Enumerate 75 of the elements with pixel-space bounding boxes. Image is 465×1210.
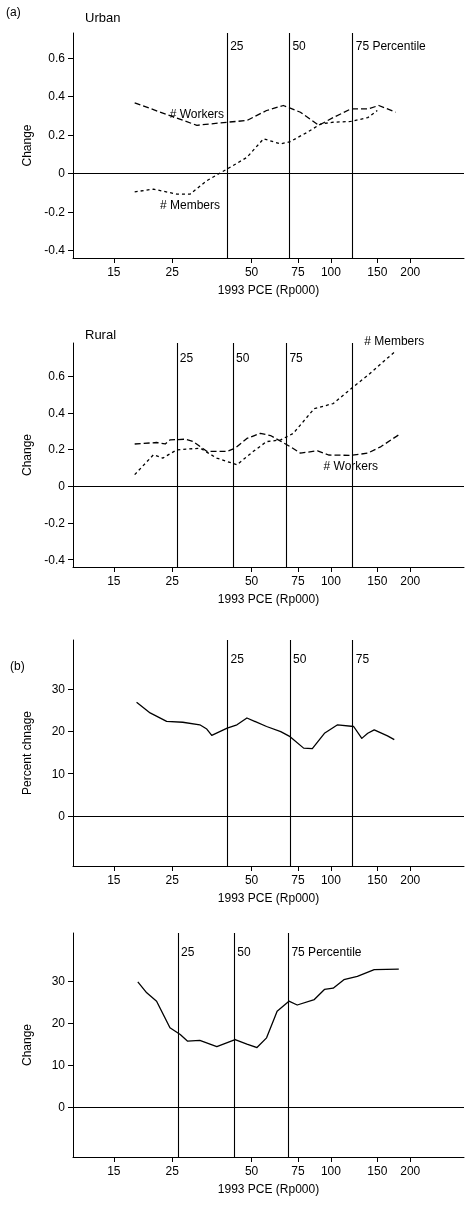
x-tick-label: 50 — [244, 265, 259, 279]
annotation: 25 — [179, 350, 194, 365]
y-tick-label: 0.6 — [48, 51, 66, 65]
y-tick-label: -0.2 — [44, 515, 66, 530]
series-label: # Workers — [169, 107, 225, 122]
x-tick-label: 200 — [400, 574, 421, 588]
y-tick-label: 0 — [58, 166, 66, 181]
y-tick-label: 0.2 — [48, 442, 66, 457]
annotation: 25 — [230, 39, 244, 54]
series-label: # Members — [160, 198, 221, 213]
x-tick-label: 75 — [291, 873, 305, 887]
annotation: 50 — [293, 652, 307, 667]
y-axis-title: Change — [20, 1023, 34, 1067]
y-tick-label: 30 — [51, 681, 66, 696]
x-tick-label: 100 — [320, 873, 342, 887]
y-tick-label: -0.2 — [44, 204, 66, 219]
x-tick-label: 50 — [244, 574, 259, 588]
y-tick-label: 10 — [51, 766, 66, 781]
y-axis-title: Percent chnage — [20, 710, 34, 796]
x-tick-label: 50 — [244, 873, 259, 887]
text: (b) — [10, 659, 25, 673]
x-tick-label: 200 — [400, 265, 421, 279]
y-tick-label: 0 — [58, 808, 66, 823]
x-tick-label: 150 — [367, 873, 388, 887]
annotation: 50 — [237, 944, 251, 959]
x-tick-label: 50 — [244, 1164, 259, 1178]
series-label: # Members — [364, 334, 425, 349]
x-tick-label: 15 — [107, 1164, 121, 1178]
x-tick-label: 15 — [107, 574, 121, 588]
annotation: 50 — [235, 350, 250, 365]
x-tick-label: 150 — [367, 574, 388, 588]
text: (a) — [6, 5, 21, 19]
y-tick-label: 10 — [51, 1058, 66, 1073]
chart-title: Rural — [85, 327, 117, 342]
y-tick-label: 0 — [58, 479, 66, 494]
x-tick-label: 25 — [165, 1164, 180, 1178]
annotation: 25 — [181, 944, 195, 959]
annotation: 25 — [230, 652, 245, 667]
y-tick-label: 0.4 — [48, 405, 66, 420]
x-tick-label: 200 — [400, 873, 421, 887]
x-tick-label: 25 — [165, 265, 180, 279]
annotation: 75 Percentile — [291, 944, 362, 959]
x-tick-label: 75 — [291, 574, 305, 588]
chart-title: Urban — [85, 10, 121, 25]
x-tick-label: 75 — [291, 265, 305, 279]
x-axis-title: 1993 PCE (Rp000) — [217, 1182, 320, 1196]
x-tick-label: 25 — [165, 873, 180, 887]
x-tick-label: 100 — [320, 1164, 342, 1178]
y-tick-label: 20 — [51, 724, 66, 739]
x-tick-label: 200 — [400, 1164, 421, 1178]
x-tick-label: 15 — [107, 873, 121, 887]
x-tick-label: 150 — [367, 1164, 388, 1178]
y-tick-label: 0.6 — [48, 369, 66, 384]
x-tick-label: 100 — [320, 574, 342, 588]
annotation: 75 Percentile — [355, 39, 427, 54]
y-tick-label: 0.4 — [48, 89, 66, 104]
x-tick-label: 75 — [291, 1164, 305, 1178]
x-tick-label: 150 — [367, 265, 388, 279]
x-axis-title: 1993 PCE (Rp000) — [217, 283, 320, 297]
y-axis-title: Change — [20, 124, 34, 167]
x-axis-title: 1993 PCE (Rp000) — [217, 592, 320, 606]
annotation: 75 — [355, 652, 370, 667]
annotation: 75 — [289, 350, 304, 365]
x-axis-title: 1993 PCE (Rp000) — [217, 891, 320, 905]
x-tick-label: 100 — [320, 265, 342, 279]
y-tick-label: -0.4 — [44, 243, 66, 258]
y-tick-label: 0.2 — [48, 127, 66, 142]
annotation: 50 — [292, 39, 307, 54]
y-axis-title: Change — [20, 433, 34, 477]
y-tick-label: 20 — [51, 1016, 66, 1031]
y-tick-label: 0 — [58, 1100, 66, 1115]
y-tick-label: 30 — [51, 974, 66, 988]
x-tick-label: 25 — [165, 574, 180, 588]
x-tick-label: 15 — [107, 265, 121, 279]
y-tick-label: -0.4 — [44, 552, 66, 567]
